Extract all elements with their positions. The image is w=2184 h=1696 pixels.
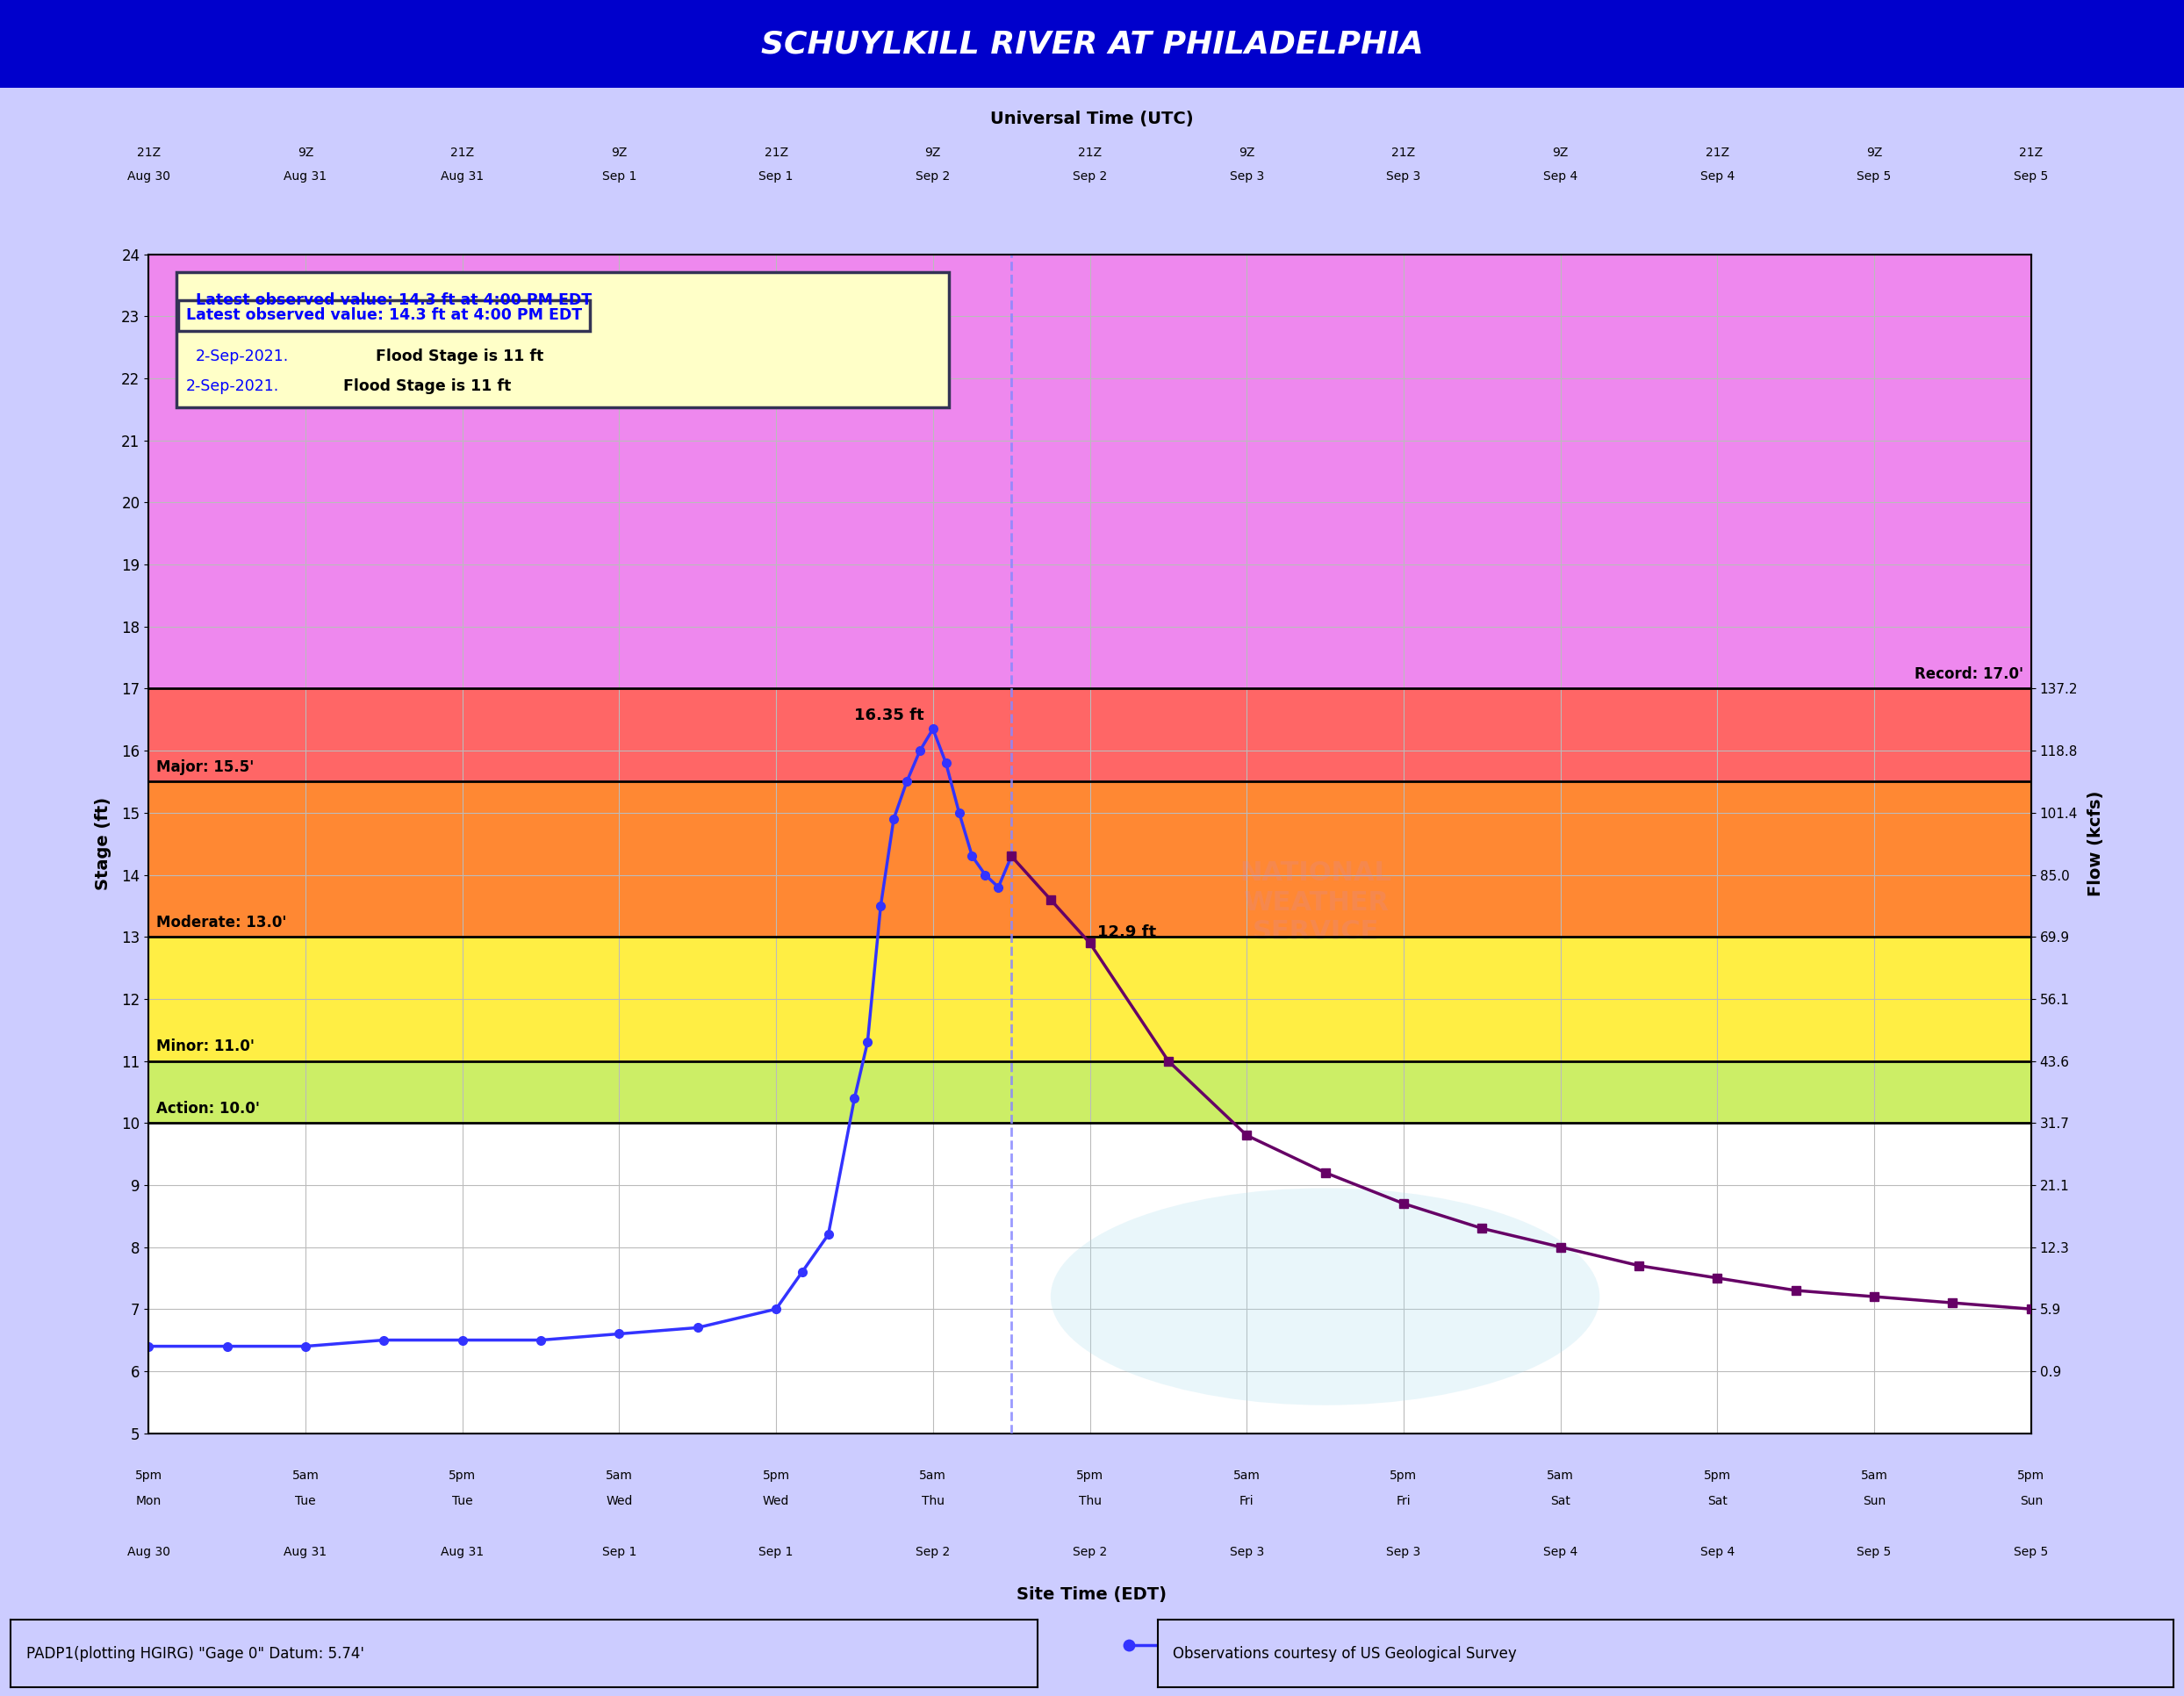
Text: Sep 4: Sep 4 xyxy=(1544,1545,1577,1559)
Text: Aug 30: Aug 30 xyxy=(127,1545,170,1559)
Text: Fri: Fri xyxy=(1396,1494,1411,1508)
Text: 5pm: 5pm xyxy=(1389,1469,1417,1482)
Text: Sep 3: Sep 3 xyxy=(1230,170,1265,183)
Text: 5pm: 5pm xyxy=(762,1469,791,1482)
Bar xyxy=(149,254,2031,689)
Text: Thu: Thu xyxy=(1079,1494,1101,1508)
Text: Wed: Wed xyxy=(605,1494,633,1508)
Text: Latest observed value: 14.3 ft at 4:00 PM EDT: Latest observed value: 14.3 ft at 4:00 P… xyxy=(197,292,592,309)
Text: 5pm: 5pm xyxy=(2018,1469,2044,1482)
Text: Sun: Sun xyxy=(2020,1494,2042,1508)
Y-axis label: Stage (ft): Stage (ft) xyxy=(94,797,111,890)
Text: Record: 17.0': Record: 17.0' xyxy=(1915,667,2022,682)
Text: Sep 3: Sep 3 xyxy=(1387,170,1422,183)
Text: 5pm: 5pm xyxy=(1077,1469,1103,1482)
Text: 21Z: 21Z xyxy=(764,146,788,159)
Text: Sep 2: Sep 2 xyxy=(1072,170,1107,183)
Text: 5am: 5am xyxy=(1234,1469,1260,1482)
Text: 21Z: 21Z xyxy=(2020,146,2042,159)
Text: Sep 3: Sep 3 xyxy=(1230,1545,1265,1559)
Text: Sep 5: Sep 5 xyxy=(1856,1545,1891,1559)
Text: Sep 3: Sep 3 xyxy=(1387,1545,1422,1559)
Text: 9Z: 9Z xyxy=(924,146,941,159)
Y-axis label: Flow (kcfs): Flow (kcfs) xyxy=(2088,790,2103,897)
Text: 9Z: 9Z xyxy=(1238,146,1256,159)
Bar xyxy=(149,1062,2031,1123)
Text: Aug 31: Aug 31 xyxy=(441,170,485,183)
Text: Graph Created (5:33PM Sep 2, 2021): Graph Created (5:33PM Sep 2, 2021) xyxy=(454,1637,723,1654)
Bar xyxy=(149,782,2031,936)
FancyBboxPatch shape xyxy=(177,271,948,407)
Text: Moderate: 13.0': Moderate: 13.0' xyxy=(157,914,286,931)
Text: Sep 4: Sep 4 xyxy=(1544,170,1577,183)
Text: SCHUYLKILL RIVER AT PHILADELPHIA: SCHUYLKILL RIVER AT PHILADELPHIA xyxy=(760,29,1424,59)
Text: Flood Stage is 11 ft: Flood Stage is 11 ft xyxy=(365,349,544,365)
Text: 16.35 ft: 16.35 ft xyxy=(854,707,924,722)
Text: 5pm: 5pm xyxy=(1704,1469,1732,1482)
Text: Sep 1: Sep 1 xyxy=(758,1545,793,1559)
Text: 5am: 5am xyxy=(293,1469,319,1482)
Text: 5am: 5am xyxy=(605,1469,633,1482)
Text: 2-Sep-2021.: 2-Sep-2021. xyxy=(186,378,280,393)
Text: 9Z: 9Z xyxy=(297,146,314,159)
Text: Sep 1: Sep 1 xyxy=(603,1545,636,1559)
Text: 9Z: 9Z xyxy=(1865,146,1883,159)
Text: Sat: Sat xyxy=(1708,1494,1728,1508)
Text: Mon: Mon xyxy=(135,1494,162,1508)
Text: Aug 31: Aug 31 xyxy=(441,1545,485,1559)
Text: 12.9 ft: 12.9 ft xyxy=(1099,924,1158,940)
Text: Site Time (EDT): Site Time (EDT) xyxy=(1018,1586,1166,1603)
Text: 9Z: 9Z xyxy=(1553,146,1568,159)
Text: Universal Time (UTC): Universal Time (UTC) xyxy=(989,110,1195,127)
Text: Sep 5: Sep 5 xyxy=(2014,1545,2049,1559)
Text: Tue: Tue xyxy=(295,1494,317,1508)
Text: Sun: Sun xyxy=(1863,1494,1885,1508)
Text: PADP1(plotting HGIRG) "Gage 0" Datum: 5.74': PADP1(plotting HGIRG) "Gage 0" Datum: 5.… xyxy=(26,1645,365,1662)
Text: Wed: Wed xyxy=(762,1494,788,1508)
Text: Aug 30: Aug 30 xyxy=(127,170,170,183)
Text: 21Z: 21Z xyxy=(450,146,474,159)
Text: Sep 2: Sep 2 xyxy=(1072,1545,1107,1559)
Text: 5am: 5am xyxy=(1861,1469,1887,1482)
Text: 21Z: 21Z xyxy=(1079,146,1101,159)
Text: Sep 5: Sep 5 xyxy=(1856,170,1891,183)
Text: Observed: Observed xyxy=(1221,1637,1291,1654)
Text: 5pm: 5pm xyxy=(135,1469,162,1482)
Text: Fri: Fri xyxy=(1238,1494,1254,1508)
Text: Sep 1: Sep 1 xyxy=(758,170,793,183)
Bar xyxy=(149,936,2031,1062)
Text: Flood Stage is 11 ft: Flood Stage is 11 ft xyxy=(332,378,511,393)
Bar xyxy=(149,1123,2031,1433)
Text: 5pm: 5pm xyxy=(448,1469,476,1482)
Text: 21Z: 21Z xyxy=(138,146,159,159)
Text: 21Z: 21Z xyxy=(1391,146,1415,159)
Text: 2-Sep-2021.: 2-Sep-2021. xyxy=(197,349,288,365)
Ellipse shape xyxy=(1051,1189,1599,1406)
Text: 21Z: 21Z xyxy=(1706,146,1730,159)
Text: Sep 4: Sep 4 xyxy=(1699,170,1734,183)
Text: Sep 4: Sep 4 xyxy=(1699,1545,1734,1559)
Text: Action: 10.0': Action: 10.0' xyxy=(157,1101,260,1116)
Text: Major: 15.5': Major: 15.5' xyxy=(157,760,253,775)
Text: Observations courtesy of US Geological Survey: Observations courtesy of US Geological S… xyxy=(1173,1645,1516,1662)
Text: 9Z: 9Z xyxy=(612,146,627,159)
Text: 5am: 5am xyxy=(919,1469,946,1482)
Text: Sep 1: Sep 1 xyxy=(603,170,636,183)
Text: Latest observed value: 14.3 ft at 4:00 PM EDT: Latest observed value: 14.3 ft at 4:00 P… xyxy=(186,307,583,324)
Text: Aug 31: Aug 31 xyxy=(284,170,328,183)
Text: Aug 31: Aug 31 xyxy=(284,1545,328,1559)
Text: Sat: Sat xyxy=(1551,1494,1570,1508)
Text: Sep 2: Sep 2 xyxy=(915,170,950,183)
Text: 5am: 5am xyxy=(1546,1469,1575,1482)
Text: Sep 2: Sep 2 xyxy=(915,1545,950,1559)
Bar xyxy=(149,689,2031,782)
Text: Forecast (issued 3:31PM Sep 2): Forecast (issued 3:31PM Sep 2) xyxy=(1494,1637,1723,1654)
Text: Sep 5: Sep 5 xyxy=(2014,170,2049,183)
Text: Tue: Tue xyxy=(452,1494,472,1508)
Text: NATIONAL
WEATHER
SERVICE: NATIONAL WEATHER SERVICE xyxy=(1241,860,1391,945)
Text: Minor: 11.0': Minor: 11.0' xyxy=(157,1040,256,1055)
Text: Thu: Thu xyxy=(922,1494,943,1508)
